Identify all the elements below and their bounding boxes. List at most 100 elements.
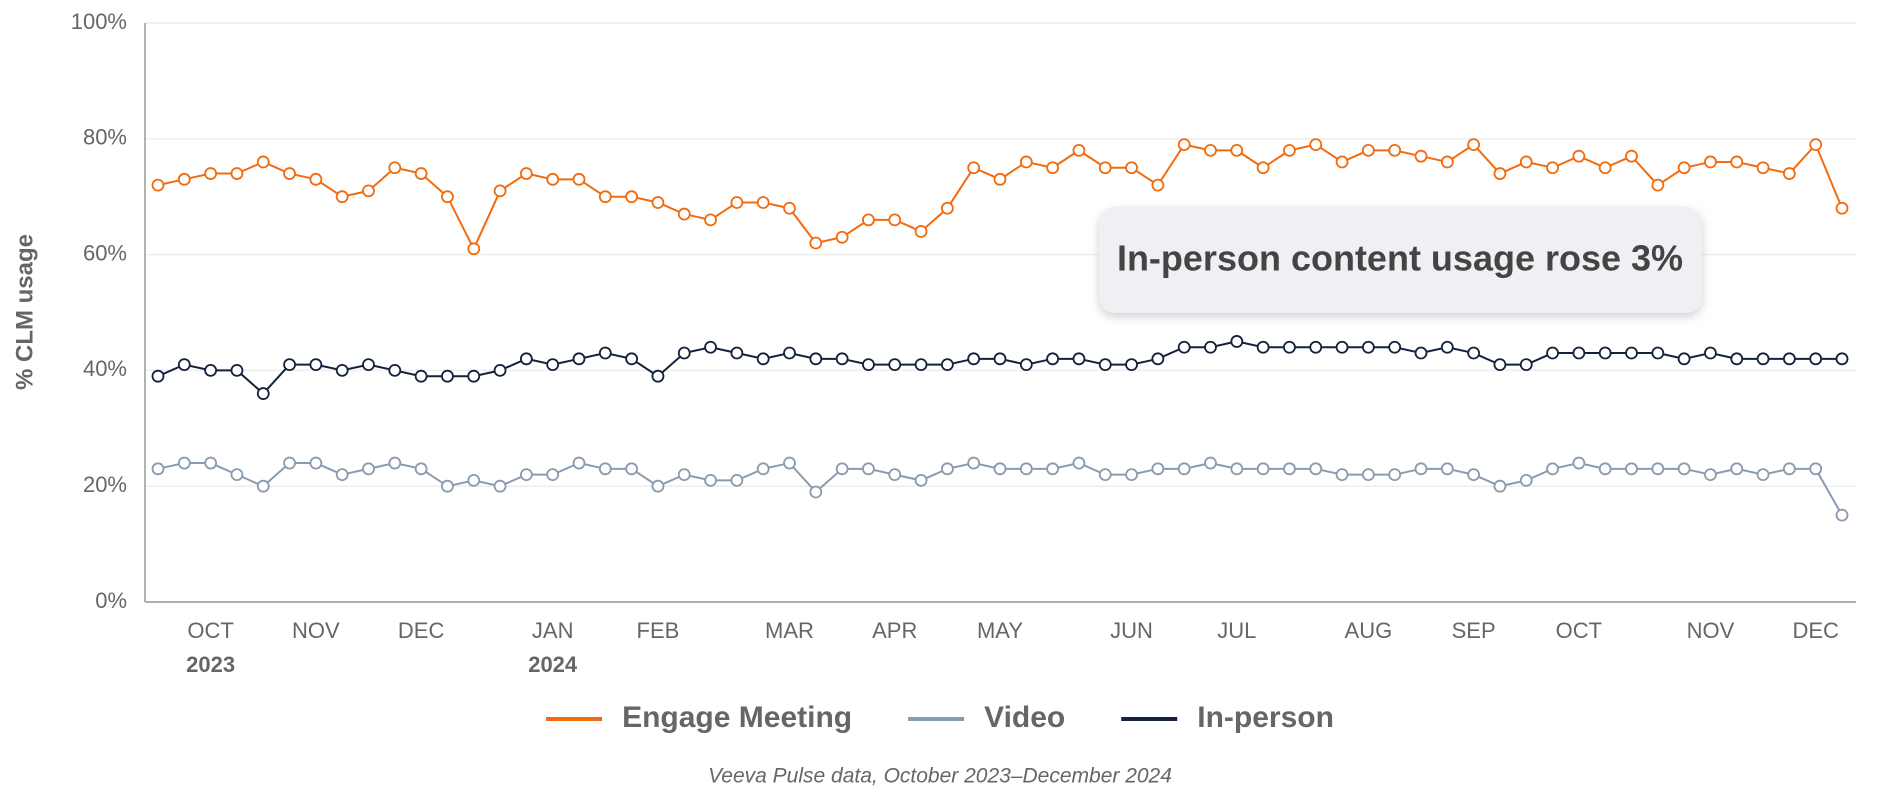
data-point [256, 387, 270, 400]
data-point [1283, 143, 1296, 157]
x-tick-label: APR [872, 618, 917, 643]
legend-label: In-person [1197, 701, 1334, 734]
data-point [1546, 161, 1559, 175]
data-point [1309, 462, 1323, 476]
data-point [1256, 161, 1270, 175]
data-point [862, 358, 875, 372]
data-point [1309, 340, 1323, 354]
data-point [1361, 340, 1375, 354]
data-point [1440, 340, 1454, 354]
data-point [1151, 462, 1165, 476]
data-point [1361, 468, 1375, 482]
data-point [309, 358, 323, 372]
y-tick-label: 100% [71, 9, 127, 34]
data-point [756, 462, 770, 476]
data-point [651, 369, 665, 383]
data-point [1625, 346, 1638, 360]
data-point [1572, 346, 1586, 360]
data-point [441, 479, 454, 493]
data-point [414, 369, 428, 383]
data-point [1493, 479, 1507, 493]
legend-item: Engage Meeting [546, 701, 852, 734]
data-point [1335, 340, 1349, 354]
data-point [1756, 352, 1770, 366]
data-point [967, 352, 981, 366]
data-point [414, 167, 428, 180]
x-tick-label: MAR [765, 618, 814, 643]
data-point [467, 474, 481, 487]
data-point [1677, 352, 1691, 366]
data-point [862, 462, 875, 476]
data-point [756, 352, 770, 366]
x-tick-label: SEP [1452, 618, 1496, 643]
data-point [414, 462, 428, 476]
data-point [1625, 149, 1638, 163]
data-point [519, 352, 533, 366]
data-point [651, 196, 665, 209]
data-point [756, 196, 770, 209]
data-point [493, 479, 507, 493]
data-point [1019, 462, 1033, 476]
data-point [362, 462, 375, 476]
data-point [256, 479, 270, 493]
data-point [1283, 462, 1296, 476]
data-point [1440, 155, 1454, 169]
data-point [309, 172, 323, 186]
data-point [730, 196, 744, 209]
data-point [1519, 358, 1533, 372]
data-point [519, 167, 533, 180]
data-point [1467, 468, 1481, 482]
data-point [1335, 468, 1349, 482]
legend-item: In-person [1121, 701, 1334, 734]
data-point [1782, 352, 1796, 366]
data-point [888, 468, 902, 482]
data-point [1625, 462, 1638, 476]
data-point [1756, 161, 1770, 175]
x-tick-label: JUL [1217, 618, 1256, 643]
y-tick-label: 80% [83, 125, 127, 150]
data-point [362, 184, 375, 198]
data-point [1414, 346, 1428, 360]
data-point [993, 352, 1007, 366]
data-point [1098, 358, 1112, 372]
data-point [1598, 462, 1612, 476]
data-point [677, 468, 691, 482]
x-tick-label: AUG [1345, 618, 1393, 643]
data-point [177, 358, 191, 372]
data-point [1098, 468, 1112, 482]
data-point [598, 190, 612, 204]
data-point [256, 155, 270, 169]
data-point [1151, 352, 1165, 366]
data-point [1388, 468, 1402, 482]
data-point [625, 352, 639, 366]
data-point [1519, 155, 1533, 169]
data-point [1519, 474, 1533, 487]
data-point [888, 358, 902, 372]
data-point [940, 201, 954, 215]
y-axis-title: % CLM usage [11, 234, 38, 390]
x-year-label: 2023 [186, 652, 235, 677]
data-point [1651, 462, 1665, 476]
data-point [1782, 462, 1796, 476]
data-point [1782, 167, 1796, 180]
data-point [783, 201, 796, 215]
data-point [1046, 462, 1060, 476]
data-point [1256, 340, 1270, 354]
data-point [1098, 161, 1112, 175]
data-point [572, 172, 586, 186]
annotation-text: In-person content usage rose 3% [1117, 238, 1683, 279]
data-point [204, 363, 218, 377]
data-point [730, 474, 744, 487]
data-point [1230, 462, 1244, 476]
data-point [783, 456, 796, 470]
data-point [625, 462, 639, 476]
data-point [335, 363, 349, 377]
data-point [914, 225, 928, 238]
x-tick-label: JUN [1110, 618, 1153, 643]
data-point [546, 172, 560, 186]
data-point [835, 352, 849, 366]
legend-item: Video [908, 701, 1065, 734]
y-tick-label: 40% [83, 356, 127, 381]
data-point [362, 358, 375, 372]
data-point [309, 456, 323, 470]
